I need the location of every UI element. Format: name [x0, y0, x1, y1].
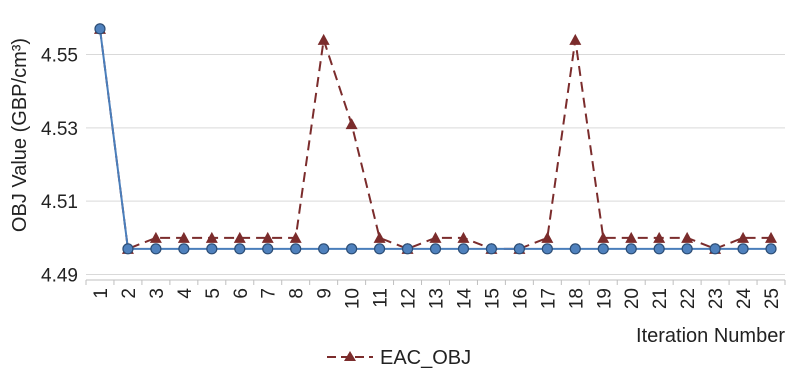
x-tick-label: 23: [706, 288, 727, 309]
x-tick-label: 13: [427, 288, 448, 309]
data-point: [485, 243, 498, 255]
x-tick-label: 5: [203, 288, 224, 299]
data-point: [262, 243, 274, 255]
data-point: [234, 243, 246, 255]
data-point: [541, 231, 554, 243]
y-tick-label: 4.55: [41, 46, 78, 67]
gridlines: [86, 54, 785, 275]
x-tick-label: 10: [343, 288, 364, 309]
data-point: [373, 243, 386, 255]
x-tick-label: 7: [259, 288, 280, 299]
x-axis-tick-marks: [85, 280, 786, 285]
x-tick-label: 19: [594, 288, 615, 309]
data-point: [737, 243, 749, 255]
data-point: [149, 231, 162, 243]
data-point: [178, 243, 190, 255]
x-tick-label: 22: [678, 288, 699, 309]
x-tick-label: 4: [175, 288, 196, 299]
x-tick-label: 12: [399, 288, 420, 309]
data-point: [541, 243, 553, 255]
data-point: [206, 243, 218, 255]
data-point: [569, 243, 581, 255]
data-point: [177, 231, 190, 243]
data-point: [401, 243, 414, 255]
x-tick-label: 14: [454, 288, 475, 310]
y-tick-label: 4.53: [41, 119, 78, 140]
legend-label-eac-obj: EAC_OBJ: [380, 347, 471, 369]
data-point: [681, 243, 693, 255]
data-point: [289, 231, 302, 243]
data-point: [261, 231, 274, 243]
data-point: [681, 231, 694, 243]
x-tick-label: 6: [231, 288, 252, 299]
data-point: [233, 231, 246, 243]
x-tick-label: 3: [147, 288, 168, 299]
y-axis-ticks: 4.49 4.51 4.53 4.55: [41, 46, 78, 287]
data-point: [625, 243, 637, 255]
legend-swatch-marker: [344, 351, 356, 361]
data-point: [346, 243, 358, 255]
x-axis-label: Iteration Number: [636, 325, 785, 347]
data-point: [597, 243, 609, 255]
data-point: [765, 243, 777, 255]
y-tick-label: 4.49: [41, 266, 78, 287]
data-point: [373, 231, 386, 243]
data-point: [345, 118, 358, 130]
x-tick-label: 21: [650, 288, 671, 309]
data-point: [150, 243, 162, 255]
series-line: [98, 28, 772, 251]
data-point: [569, 33, 582, 45]
x-tick-label: 8: [287, 288, 308, 299]
series-group: [93, 22, 778, 255]
data-point: [625, 231, 638, 243]
data-point: [709, 243, 721, 255]
x-tick-label: 15: [482, 288, 503, 309]
data-point: [597, 231, 610, 243]
x-tick-label: 20: [622, 288, 643, 309]
data-point: [317, 33, 330, 45]
data-point: [429, 231, 442, 243]
data-point: [290, 243, 302, 255]
series-line: [98, 28, 772, 250]
x-tick-label: 16: [510, 288, 531, 309]
x-tick-label: 9: [315, 288, 336, 299]
x-axis-ticks: 1 2 3 4 5 6 7 8 9 10 11 12 13 14 15 16 17 18 19 20 21 22 23 24 2…: [91, 288, 783, 310]
data-point: [737, 231, 750, 243]
x-tick-label: 11: [371, 288, 392, 308]
y-axis-label: OBJ Value (GBP/cm³): [9, 38, 31, 232]
data-point: [318, 243, 330, 255]
data-point: [653, 243, 665, 255]
x-tick-label: 1: [91, 288, 112, 299]
y-tick-label: 4.51: [41, 192, 78, 213]
data-point: [122, 243, 134, 255]
data-point: [429, 243, 442, 255]
data-point: [205, 231, 218, 243]
series-eac-obj: [93, 22, 778, 254]
series-solid: [94, 23, 777, 255]
x-tick-label: 2: [119, 288, 140, 299]
data-point: [765, 231, 778, 243]
data-point: [653, 231, 666, 243]
data-point: [457, 231, 470, 243]
data-point: [94, 23, 106, 35]
x-tick-label: 18: [566, 288, 587, 309]
legend: EAC_OBJ: [327, 347, 471, 369]
data-point: [457, 243, 470, 255]
x-tick-label: 25: [762, 288, 783, 309]
data-point: [513, 243, 525, 255]
x-tick-label: 17: [538, 288, 559, 309]
x-tick-label: 24: [734, 288, 755, 310]
